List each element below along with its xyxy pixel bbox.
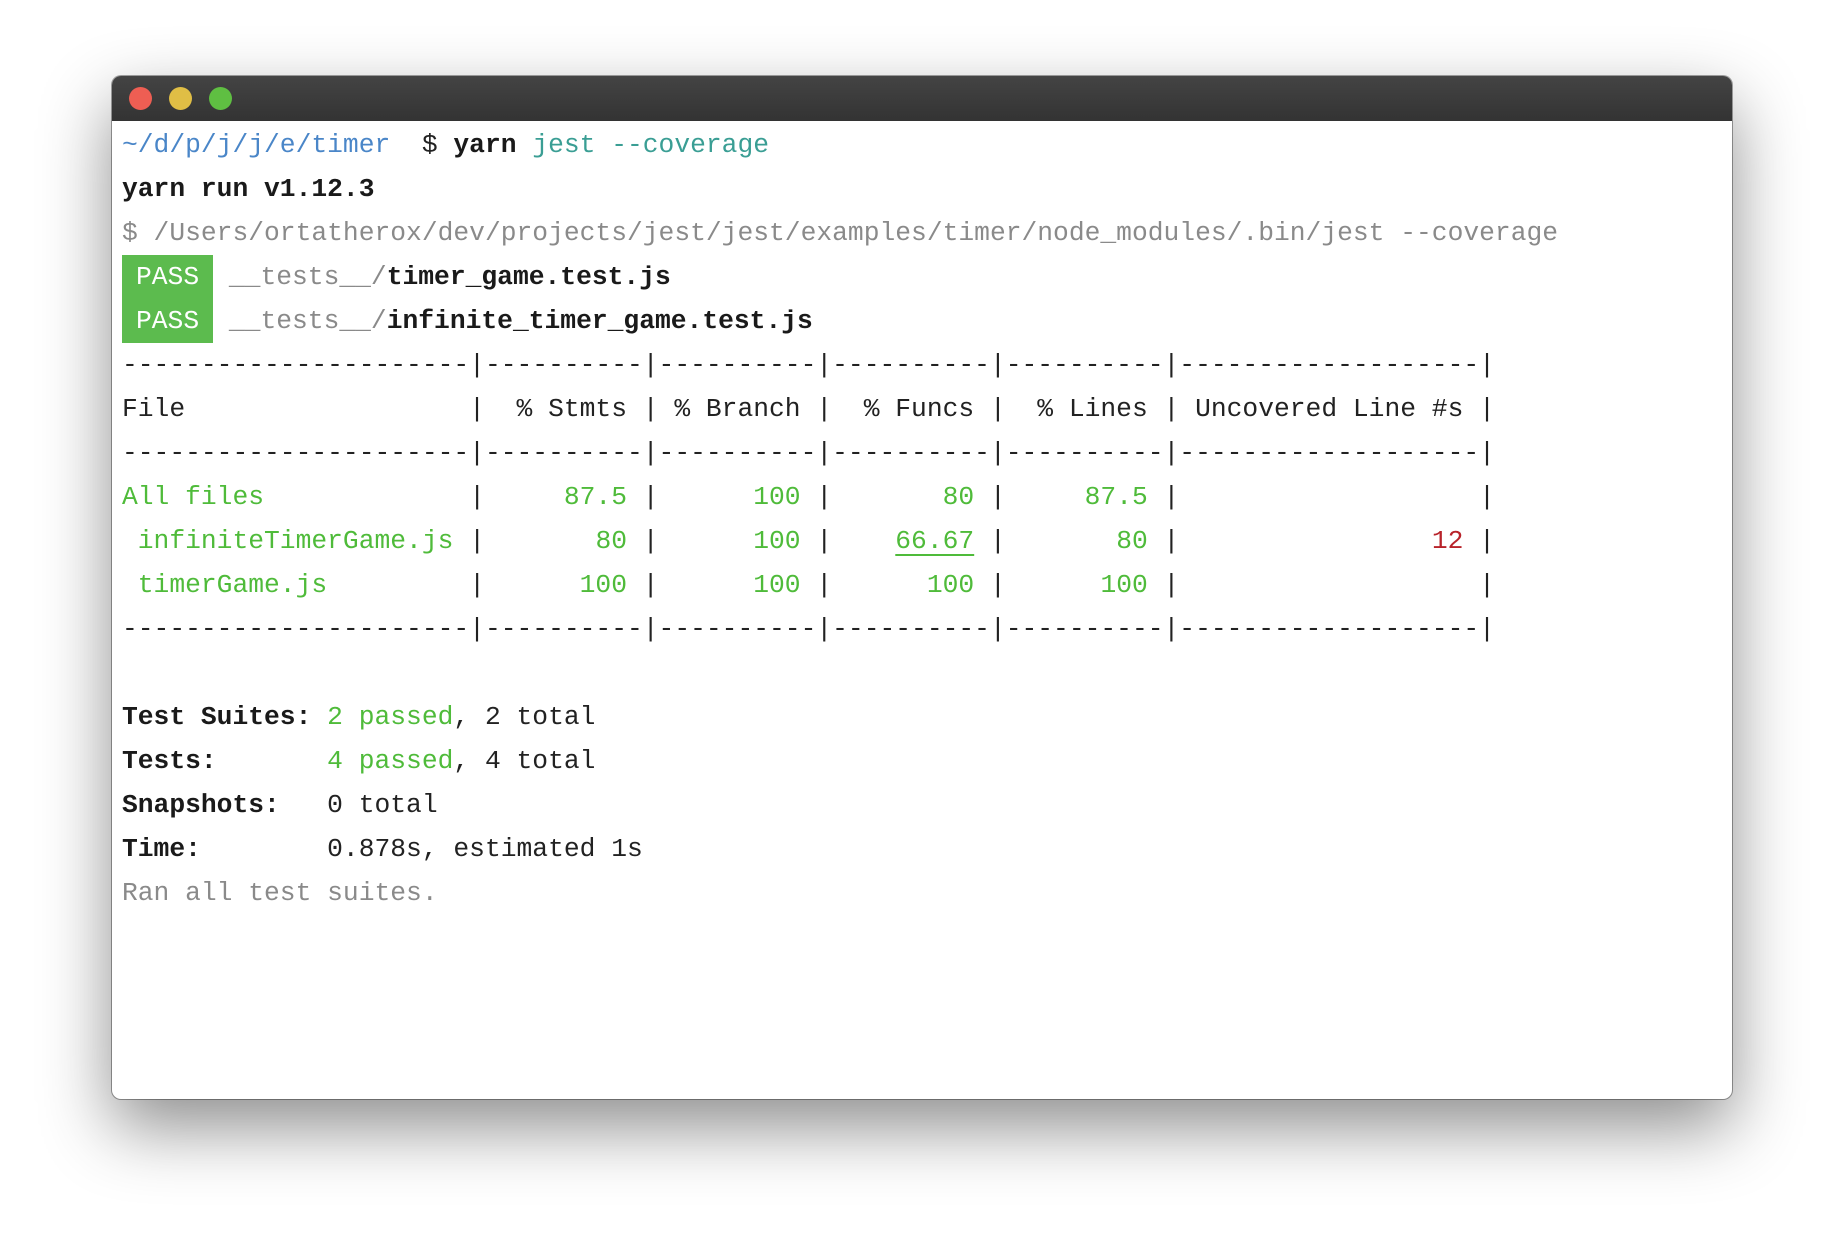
funcs-cell: 66.67 <box>895 526 975 556</box>
file-cell: timerGame.js <box>122 570 470 600</box>
result-line: PASS __tests__/infinite_timer_game.test.… <box>122 299 1732 343</box>
lines-cell: 80 <box>1116 526 1148 556</box>
table-header: File | % Stmts | % Branch | % Funcs | % … <box>122 394 1495 424</box>
uncovered-cell: 12 <box>1431 526 1464 556</box>
pass-badge: PASS <box>122 255 214 299</box>
zoom-button[interactable] <box>209 87 232 110</box>
summary-footer: Ran all test suites. <box>122 878 438 908</box>
stmts-cell: 100 <box>579 570 627 600</box>
file-cell: All files <box>122 482 470 512</box>
command: yarn <box>453 130 517 160</box>
close-button[interactable] <box>129 87 152 110</box>
prompt-line: ~/d/p/j/j/e/timer $ yarn jest --coverage <box>122 123 1732 167</box>
file-cell: infiniteTimerGame.js <box>122 526 470 556</box>
minimize-button[interactable] <box>169 87 192 110</box>
table-separator: ----------------------|----------|------… <box>122 438 1495 468</box>
terminal-window: ~/d/p/j/j/e/timer $ yarn jest --coverage… <box>112 76 1732 1099</box>
funcs-cell: 80 <box>942 482 975 512</box>
summary-suites: Test Suites: 2 passed, 2 total <box>122 702 596 732</box>
test-dir: __tests__/ <box>228 306 387 336</box>
table-row: All files | 87.5 | 100 | 80 | 87.5 | | <box>122 482 1495 512</box>
result-line: PASS __tests__/timer_game.test.js <box>122 255 1732 299</box>
command-args: jest --coverage <box>532 130 770 160</box>
summary-tests: Tests: 4 passed, 4 total <box>122 746 596 776</box>
table-row: timerGame.js | 100 | 100 | 100 | 100 | | <box>122 570 1495 600</box>
funcs-cell: 100 <box>926 570 975 600</box>
branch-cell: 100 <box>753 482 801 512</box>
exec-line: $ /Users/ortatherox/dev/projects/jest/je… <box>122 218 1559 248</box>
stmts-cell: 87.5 <box>563 482 627 512</box>
branch-cell: 100 <box>753 526 801 556</box>
table-separator: ----------------------|----------|------… <box>122 614 1495 644</box>
yarn-version: yarn run v1.12.3 <box>122 174 375 204</box>
test-dir: __tests__/ <box>228 262 387 292</box>
summary-time: Time: 0.878s, estimated 1s <box>122 834 643 864</box>
test-file: infinite_timer_game.test.js <box>386 306 813 336</box>
terminal-output[interactable]: ~/d/p/j/j/e/timer $ yarn jest --coverage… <box>122 123 1732 915</box>
cwd: ~/d/p/j/j/e/timer <box>122 130 391 160</box>
test-file: timer_game.test.js <box>386 262 671 292</box>
lines-cell: 87.5 <box>1084 482 1148 512</box>
prompt-symbol: $ <box>421 130 438 160</box>
table-row: infiniteTimerGame.js | 80 | 100 | 66.67 … <box>122 526 1495 556</box>
title-bar <box>112 76 1732 121</box>
pass-badge: PASS <box>122 299 214 343</box>
lines-cell: 100 <box>1100 570 1148 600</box>
stmts-cell: 80 <box>595 526 627 556</box>
branch-cell: 100 <box>753 570 801 600</box>
table-separator: ----------------------|----------|------… <box>122 350 1495 380</box>
summary-snapshots: Snapshots: 0 total <box>122 790 438 820</box>
